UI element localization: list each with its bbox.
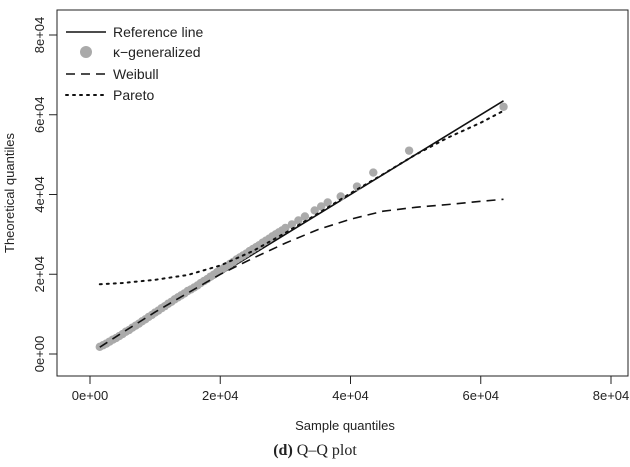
x-tick-label: 0e+00 [72, 388, 109, 403]
weibull-line [99, 198, 504, 348]
kappa-generalized-point [369, 168, 378, 177]
qq-plot: 0e+00 2e+04 4e+04 6e+04 8e+04 0e+00 2e+04 4e+0… [2, 9, 630, 433]
x-tick-label: 6e+04 [462, 388, 499, 403]
y-tick-label: 2e+04 [32, 256, 47, 293]
weibull-line-layer [99, 198, 504, 348]
kappa-generalized-point [287, 220, 297, 229]
kappa-generalized-point [404, 146, 414, 155]
legend-weibull-label: Weibull [113, 66, 159, 82]
kappa-generalized-point [281, 223, 290, 233]
kappa-generalized-point [310, 206, 319, 215]
x-tick-label: 8e+04 [593, 388, 630, 403]
figure-caption: (d) Q–Q plot [0, 442, 630, 460]
kappa-generalized-point [336, 192, 345, 201]
pareto-line [98, 109, 505, 286]
y-tick-label: 4e+04 [32, 176, 47, 213]
x-axis: 0e+00 2e+04 4e+04 6e+04 8e+04 [72, 375, 630, 403]
legend-reference-line-label: Reference line [113, 24, 203, 40]
legend: Reference line κ−generalized Weibull Pareto [65, 24, 203, 103]
x-tick-label: 4e+04 [332, 388, 369, 403]
y-axis-label: Theoretical quantiles [2, 133, 17, 253]
y-tick-label: 0e+00 [32, 336, 47, 373]
caption-text: Q–Q plot [296, 442, 357, 459]
kappa-generalized-point [294, 216, 303, 225]
caption-tag: (d) [273, 442, 293, 459]
y-tick-label: 6e+04 [32, 96, 47, 133]
points-layer [95, 102, 508, 352]
x-axis-label: Sample quantiles [295, 418, 395, 433]
kappa-generalized-point [316, 202, 326, 211]
kappa-generalized-point [323, 198, 332, 207]
kappa-generalized-point [499, 102, 508, 111]
kappa-generalized-point [300, 212, 310, 221]
legend-pareto-label: Pareto [113, 87, 154, 103]
x-tick-label: 2e+04 [202, 388, 239, 403]
pareto-line-layer [98, 109, 505, 286]
y-axis: 0e+00 2e+04 4e+04 6e+04 8e+04 [32, 17, 58, 373]
y-tick-label: 8e+04 [32, 17, 47, 54]
legend-kappa-generalized-symbol [80, 46, 92, 58]
legend-kappa-generalized-label: κ−generalized [113, 44, 201, 60]
